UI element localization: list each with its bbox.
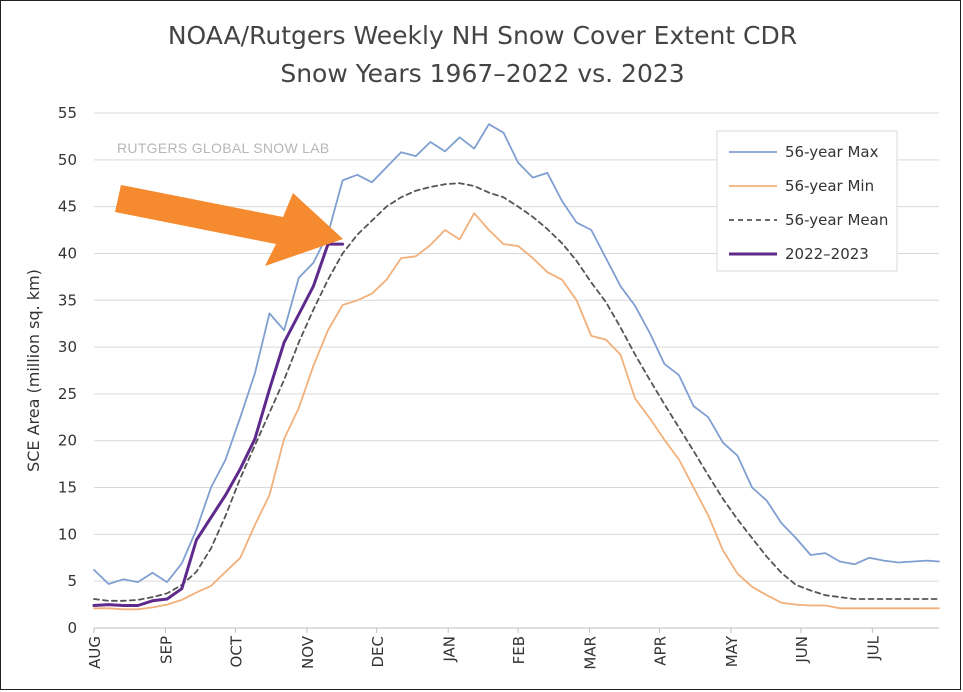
y-tick-label: 30 — [58, 338, 77, 356]
legend-box — [716, 130, 898, 272]
y-tick-label: 45 — [58, 198, 77, 216]
chart-title: NOAA/Rutgers Weekly NH Snow Cover Extent… — [167, 21, 798, 50]
series-lines — [92, 123, 940, 611]
x-tick-label: SEP — [158, 636, 176, 664]
legend-label: 2022–2023 — [785, 245, 869, 263]
y-tick-label: 5 — [67, 572, 77, 590]
y-tick-label: 0 — [67, 619, 77, 637]
series-line-1 — [93, 123, 940, 585]
watermark-text: RUTGERS GLOBAL SNOW LAB — [117, 140, 330, 156]
x-tick-label: AUG — [86, 636, 104, 669]
x-tick-label: FEB — [510, 636, 528, 664]
x-tick-label: JAN — [440, 636, 458, 663]
x-tick-label: JUN — [793, 636, 811, 664]
series-line-3 — [93, 182, 940, 602]
y-tick-label: 15 — [58, 479, 77, 497]
y-tick-label: 40 — [58, 244, 77, 262]
chart-subtitle: Snow Years 1967–2022 vs. 2023 — [280, 59, 685, 88]
x-tick-label: JUL — [864, 635, 882, 660]
x-tick-label: DEC — [369, 636, 387, 668]
x-tick-label: NOV — [299, 635, 317, 669]
legend: 56-year Max 56-year Min 56-year Mean 2022–2… — [716, 130, 898, 272]
x-tick-label: APR — [652, 636, 670, 666]
legend-label: 56-year Max — [785, 143, 879, 161]
x-tick-label: OCT — [227, 635, 245, 667]
series-line-2 — [93, 212, 940, 611]
x-axis-ticks: AUG SEP OCT NOV DEC JAN FEB MAR APR MAY JUN JUL — [86, 628, 882, 670]
y-tick-label: 10 — [58, 525, 77, 543]
y-tick-label: 55 — [58, 104, 77, 122]
y-tick-label: 20 — [58, 432, 77, 450]
series-line-4 — [92, 242, 345, 607]
y-tick-label: 25 — [58, 385, 77, 403]
legend-label: 56-year Min — [785, 177, 874, 195]
orange-arrow-icon — [115, 185, 343, 266]
y-axis-label: SCE Area (million sq. km) — [24, 269, 43, 472]
x-tick-label: MAY — [723, 635, 741, 667]
legend-label: 56-year Mean — [785, 211, 888, 229]
y-tick-label: 35 — [58, 291, 77, 309]
y-tick-label: 50 — [58, 151, 77, 169]
y-axis-ticks: 0 5 10 15 20 25 30 35 40 45 50 55 — [58, 104, 77, 637]
x-tick-label: MAR — [582, 636, 600, 670]
